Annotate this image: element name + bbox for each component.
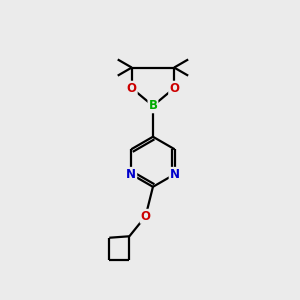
Text: B: B [148, 99, 158, 112]
Text: O: O [141, 210, 151, 223]
Text: O: O [127, 82, 137, 95]
Text: N: N [126, 168, 136, 181]
Text: O: O [169, 82, 179, 95]
Text: N: N [169, 168, 180, 181]
